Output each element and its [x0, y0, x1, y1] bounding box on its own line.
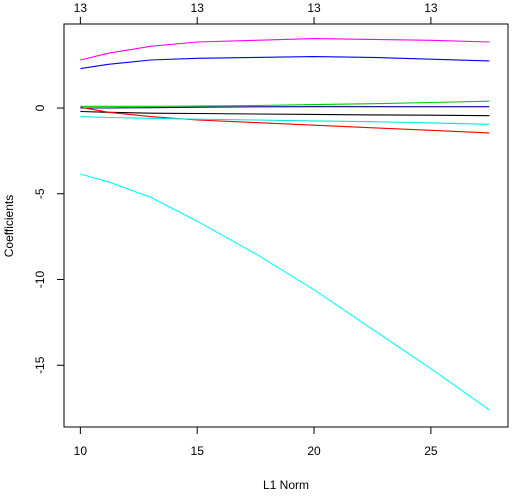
y-axis-ticks: 0 -5 -10 -15 — [33, 104, 64, 374]
series-line-3 — [80, 100, 490, 107]
top-tick-label: 13 — [424, 1, 438, 15]
y-axis-title: Coefficients — [2, 195, 16, 257]
top-axis-ticks: 13 13 13 13 — [74, 1, 438, 24]
series-line-7 — [80, 116, 490, 125]
series-line-6 — [80, 106, 490, 134]
series-line-1 — [80, 38, 490, 61]
series-line-4 — [80, 106, 490, 109]
x-tick-label: 10 — [74, 444, 88, 458]
top-tick-label: 13 — [307, 1, 321, 15]
y-tick-label: -10 — [33, 271, 47, 289]
series-line-2 — [80, 56, 490, 70]
series-line-8 — [80, 173, 490, 411]
top-tick-label: 13 — [74, 1, 88, 15]
plot-frame — [63, 23, 509, 428]
y-tick-label: -5 — [33, 188, 47, 199]
x-tick-label: 15 — [191, 444, 205, 458]
x-tick-label: 25 — [424, 444, 438, 458]
series-lines — [80, 38, 490, 411]
top-tick-label: 13 — [191, 1, 205, 15]
y-tick-label: 0 — [33, 104, 47, 111]
x-axis-ticks: 10 15 20 25 — [74, 427, 438, 458]
y-tick-label: -15 — [33, 356, 47, 374]
series-line-5 — [80, 110, 490, 117]
x-tick-label: 20 — [307, 444, 321, 458]
x-axis-title: L1 Norm — [263, 478, 309, 492]
